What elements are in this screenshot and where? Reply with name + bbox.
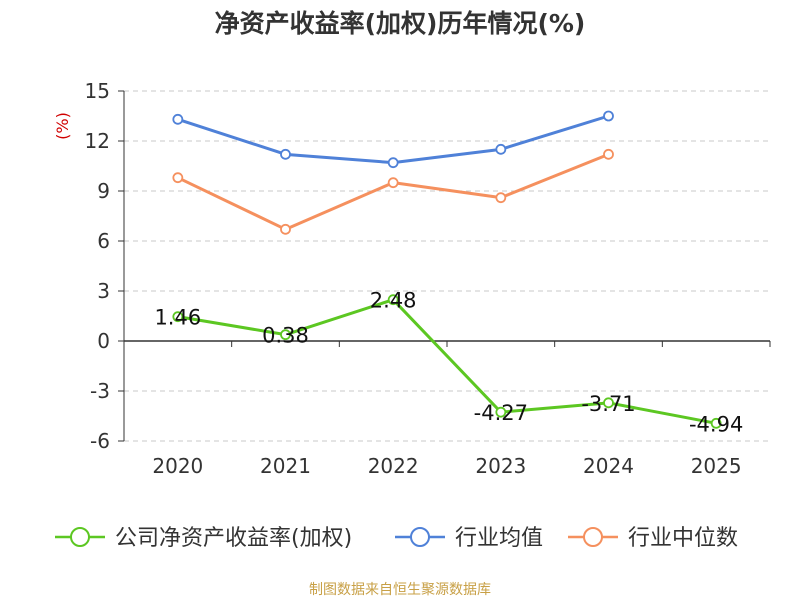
x-tick-label: 2025 [691, 454, 742, 478]
data-point [603, 148, 614, 160]
y-tick-label: 6 [97, 229, 110, 253]
data-label: 2.48 [370, 289, 417, 313]
data-point [387, 177, 399, 189]
legend-marker [583, 527, 603, 547]
series-line-1 [177, 114, 609, 165]
legend-marker [70, 527, 90, 547]
data-point [603, 397, 614, 409]
data-point [387, 157, 399, 169]
data-point [495, 406, 507, 418]
y-tick-label: 12 [85, 129, 110, 153]
data-point [280, 329, 291, 341]
data-label: 1.46 [154, 306, 201, 330]
y-tick-label: -3 [90, 379, 110, 403]
y-tick-label: 3 [97, 279, 110, 303]
data-point [172, 113, 184, 125]
data-point [172, 172, 184, 184]
data-point [603, 110, 614, 122]
legend-label: 行业均值 [455, 526, 543, 551]
x-tick-label: 2020 [152, 454, 203, 478]
legend-label: 公司净资产收益率(加权) [115, 526, 352, 551]
x-tick-label: 2022 [368, 454, 419, 478]
data-label: 0.38 [262, 324, 309, 348]
data-point [495, 192, 507, 204]
y-axis-label: (%) [53, 112, 72, 140]
data-point [280, 223, 291, 235]
y-tick-label: 0 [97, 329, 110, 353]
data-point [495, 143, 507, 155]
data-point [710, 417, 722, 429]
y-tick-label: 9 [97, 179, 110, 203]
legend-marker [410, 527, 430, 547]
data-point [172, 311, 184, 323]
source-note: 制图数据来自恒生聚源数据库 [309, 582, 491, 598]
series-line-0 [177, 298, 717, 425]
legend-label: 行业中位数 [628, 526, 738, 551]
data-point [280, 148, 291, 160]
chart-title: 净资产收益率(加权)历年情况(%) [214, 9, 586, 38]
x-tick-label: 2021 [260, 454, 311, 478]
y-tick-label: -6 [90, 429, 110, 453]
x-tick-label: 2024 [583, 454, 634, 478]
data-label: -3.71 [581, 392, 635, 416]
data-point [387, 294, 399, 306]
x-tick-label: 2023 [475, 454, 526, 478]
data-label: -4.27 [474, 401, 528, 425]
data-label: -4.94 [689, 412, 743, 436]
y-tick-label: 15 [85, 79, 110, 103]
